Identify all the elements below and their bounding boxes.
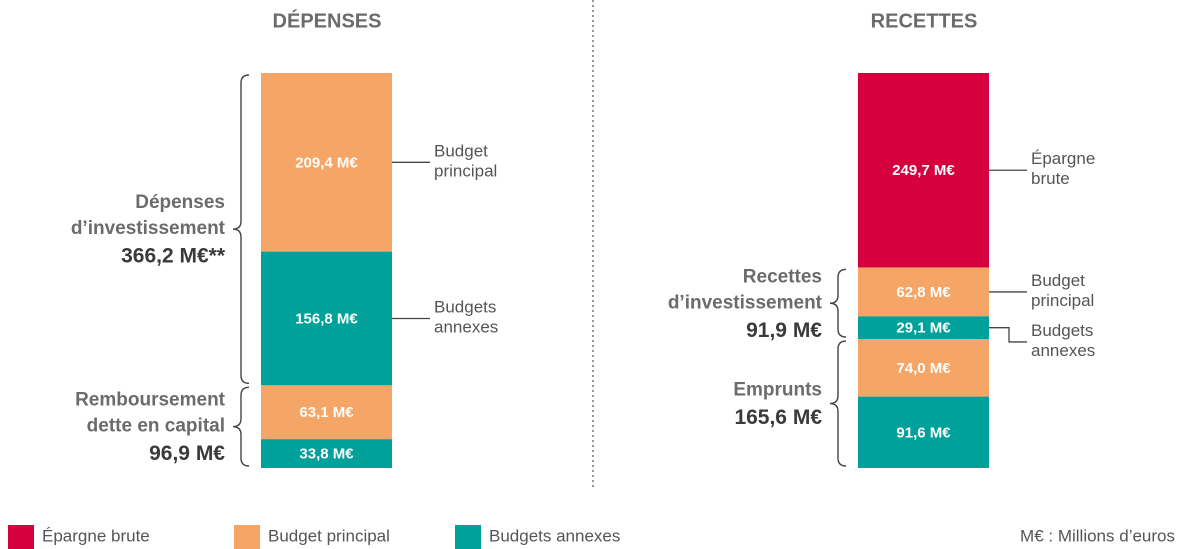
group-total: 91,9 M€ — [746, 319, 822, 342]
side-label: Budgets annexes — [1031, 321, 1095, 360]
segment-label: 63,1 M€ — [299, 404, 354, 421]
connector — [989, 327, 1027, 343]
side-label-line: Budget — [434, 142, 488, 161]
legend-swatch — [455, 525, 481, 549]
bar-segment — [858, 396, 989, 468]
bar-segment — [858, 73, 989, 268]
chart-title: RECETTES — [871, 10, 978, 32]
bar-segment — [858, 339, 989, 397]
legend-label: Budgets annexes — [489, 526, 620, 545]
group-label: Emprunts — [733, 380, 822, 401]
group-label: Recettes — [743, 266, 822, 287]
segment-label: 29,1 M€ — [896, 320, 951, 337]
legend-swatch — [8, 525, 34, 549]
bar-segment — [261, 439, 392, 468]
bar-segment — [261, 73, 392, 252]
group-label: dette en capital — [87, 416, 225, 437]
chart-title: DÉPENSES — [273, 9, 382, 32]
side-label: Budgets annexes — [434, 298, 498, 337]
group-label: d’investissement — [71, 218, 226, 239]
group-total: 165,6 M€ — [734, 406, 822, 429]
brace — [232, 74, 250, 385]
legend-swatch — [234, 525, 260, 549]
side-label: Budget principal — [434, 142, 497, 181]
legend-label: Budget principal — [268, 526, 390, 545]
segment-label: 33,8 M€ — [299, 446, 354, 463]
side-label-line: brute — [1031, 170, 1070, 189]
group-label: Remboursement — [75, 390, 226, 411]
brace — [829, 340, 847, 467]
group-label: Dépenses — [135, 192, 225, 213]
segment-label: 62,8 M€ — [896, 284, 951, 301]
group-label: d’investissement — [668, 292, 823, 313]
group-total: 96,9 M€ — [149, 442, 225, 465]
brace — [829, 268, 847, 338]
side-label-line: annexes — [434, 318, 498, 337]
brace — [232, 386, 250, 467]
side-label-line: Budget — [1031, 271, 1085, 290]
bar-segment — [858, 316, 989, 340]
bar-segment — [858, 267, 989, 317]
bar-segment — [261, 251, 392, 386]
side-label-line: Épargne — [1031, 150, 1095, 169]
side-label-line: principal — [434, 162, 497, 181]
side-label: Épargne brute — [1031, 150, 1095, 189]
side-label-line: principal — [1031, 291, 1094, 310]
side-label-line: annexes — [1031, 341, 1095, 360]
note: M€ : Millions d’euros — [1020, 526, 1175, 545]
segment-label: 209,4 M€ — [295, 154, 358, 171]
segment-label: 74,0 M€ — [896, 360, 951, 377]
side-label: Budget principal — [1031, 271, 1094, 310]
segment-label: 91,6 M€ — [896, 424, 951, 441]
group-total: 366,2 M€** — [121, 245, 226, 268]
segment-label: 156,8 M€ — [295, 310, 358, 327]
bar-segment — [261, 385, 392, 440]
side-label-line: Budgets — [434, 298, 496, 317]
side-label-line: Budgets — [1031, 321, 1093, 340]
legend-label: Épargne brute — [42, 526, 150, 545]
segment-label: 249,7 M€ — [892, 162, 955, 179]
